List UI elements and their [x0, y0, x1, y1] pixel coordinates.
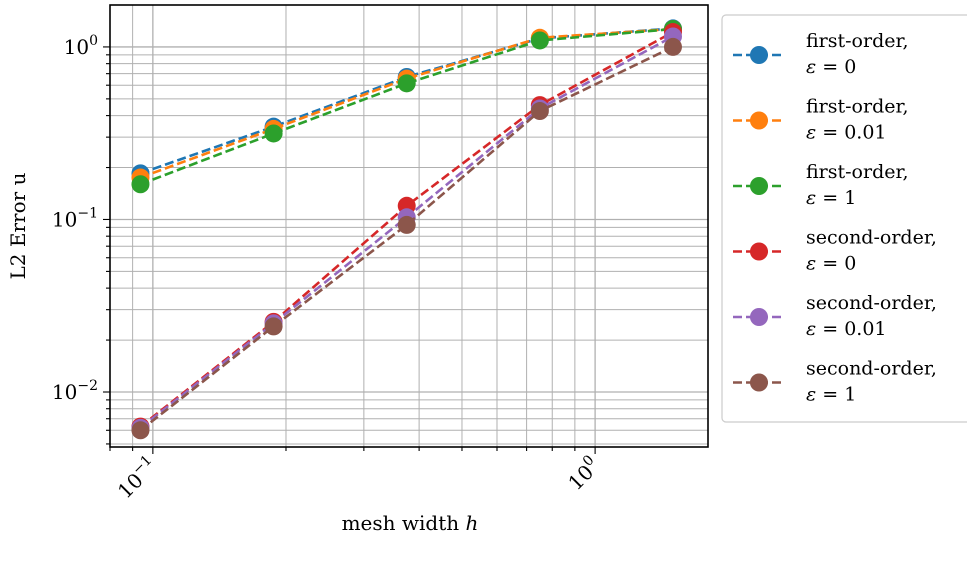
legend-marker	[750, 177, 768, 195]
legend-label-line2: ε = 0.01	[806, 318, 887, 340]
x-tick-label: 10−1	[111, 452, 162, 503]
legend-label-line1: first-order,	[806, 161, 909, 183]
legend-label-line1: first-order,	[806, 30, 909, 52]
data-point	[530, 102, 549, 121]
data-point	[530, 31, 549, 50]
legend-marker	[750, 46, 768, 64]
series-6	[131, 37, 682, 440]
plot-frame	[109, 4, 709, 448]
series-line	[139, 27, 674, 186]
legend-label-line2: ε = 0	[806, 56, 856, 78]
legend-label-line1: second-order,	[806, 227, 937, 249]
legend-marker	[750, 373, 768, 392]
x-tick-label: 100	[562, 452, 605, 495]
series-2	[131, 20, 682, 187]
legend-entry-6: second-order, ε = 1	[733, 358, 937, 406]
plot-series	[131, 19, 682, 440]
legend-label-line2: ε = 0.01	[806, 122, 887, 144]
legend-label-line2: ε = 1	[806, 187, 856, 209]
data-point	[131, 175, 150, 194]
data-point	[131, 421, 150, 440]
legend-entry-4: second-order, ε = 0	[733, 227, 937, 275]
data-point	[397, 215, 416, 234]
legend-marker	[750, 242, 768, 261]
legend-label-line1: second-order,	[806, 292, 937, 314]
legend-label-line1: second-order,	[806, 358, 937, 380]
legend-label-line2: ε = 1	[806, 384, 856, 406]
legend-entry-1: first-order, ε = 0	[733, 30, 909, 78]
legend-label-line2: ε = 0	[806, 253, 856, 275]
legend-entry-3: first-order, ε = 1	[733, 161, 909, 209]
legend-marker	[750, 111, 768, 130]
legend-label-line1: first-order,	[806, 96, 909, 118]
legend-marker	[750, 308, 768, 326]
y-axis-label: L2 Error u	[6, 172, 30, 279]
legend-box	[721, 14, 967, 423]
series-line	[140, 27, 674, 175]
data-point	[397, 74, 416, 93]
data-point	[663, 37, 682, 56]
legend-entry-2: first-order, ε = 0.01	[733, 96, 909, 144]
y-tick-label: 10−2	[52, 378, 98, 404]
series-1	[131, 19, 682, 183]
x-axis-label: mesh width h	[342, 511, 479, 535]
legend-entry-5: second-order, ε = 0.01	[733, 292, 937, 340]
y-tick-label: 100	[64, 33, 98, 59]
data-point	[264, 124, 283, 143]
series-line	[139, 45, 674, 432]
data-point	[264, 317, 283, 336]
series-line	[140, 27, 674, 179]
y-tick-label: 10−1	[52, 205, 98, 231]
axis-ticks: 10−2 10−1 100 10−1 100	[52, 33, 605, 503]
